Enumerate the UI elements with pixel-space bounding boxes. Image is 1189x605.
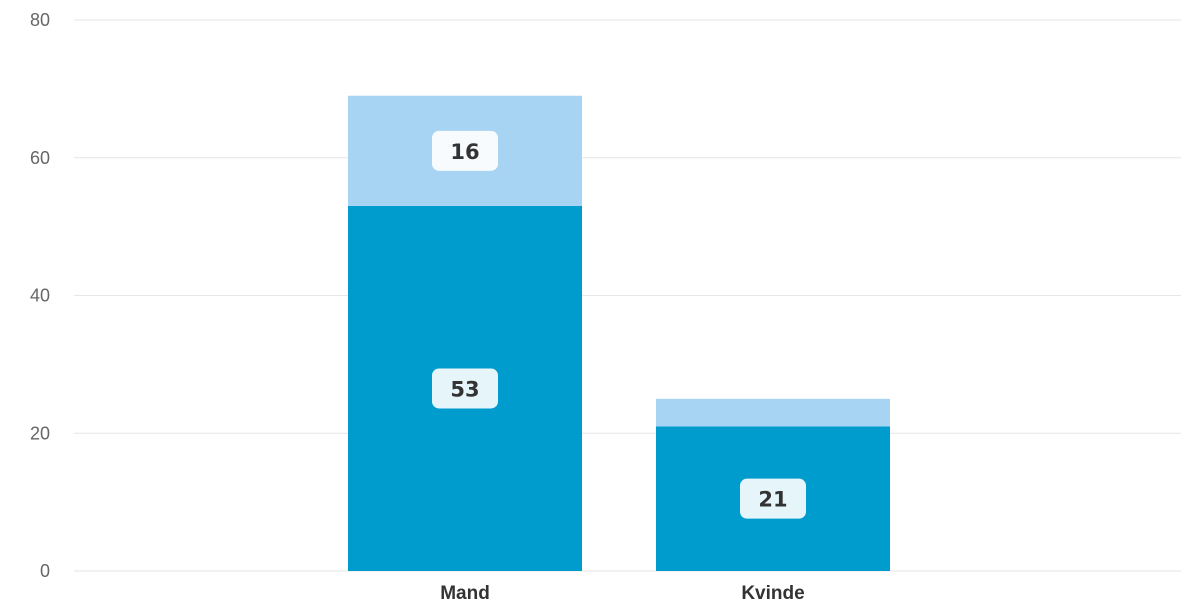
bars	[348, 95, 890, 571]
y-tick-label: 80	[30, 10, 50, 30]
y-tick-label: 20	[30, 423, 50, 443]
data-label-box	[740, 478, 806, 519]
x-axis-category-labels: Mand Kvinde	[440, 583, 804, 604]
data-labels: 53 16 21	[432, 130, 806, 519]
y-tick-label: 40	[30, 286, 50, 306]
data-label-box	[432, 368, 498, 409]
data-label: 53	[450, 377, 479, 401]
data-label: 21	[758, 488, 787, 512]
y-tick-label: 0	[40, 561, 50, 581]
y-tick-label: 60	[30, 148, 50, 168]
x-category-label-mand: Mand	[440, 583, 490, 604]
y-axis-tick-labels: 0 20 40 60 80	[30, 10, 50, 581]
gridlines	[74, 19, 1181, 572]
bar-segment-kvinde-1	[656, 398, 890, 427]
data-label-box	[432, 130, 498, 171]
x-category-label-kvinde: Kvinde	[741, 583, 804, 604]
data-label: 16	[450, 140, 479, 164]
